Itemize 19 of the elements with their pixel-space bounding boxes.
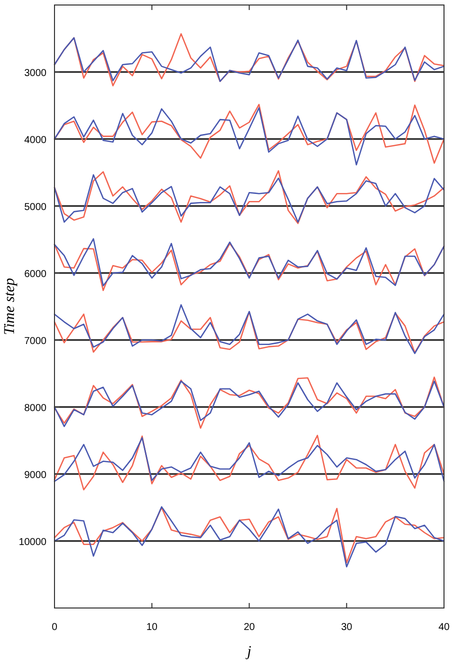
x-tick-label: 30: [341, 622, 353, 633]
x-tick-label: 20: [244, 622, 256, 633]
y-tick-label: 5000: [24, 202, 47, 213]
y-tick-label: 10000: [18, 537, 47, 548]
y-tick-label: 7000: [24, 336, 47, 347]
line-series: [54, 304, 445, 354]
x-tick-label: 40: [438, 622, 450, 633]
x-tick-label: 10: [146, 622, 158, 633]
y-axis-title: Time step: [2, 277, 18, 336]
y-tick-label: 3000: [24, 68, 47, 79]
y-tick-label: 8000: [24, 403, 47, 414]
line-series: [54, 434, 445, 490]
y-tick-label: 9000: [24, 470, 47, 481]
y-tick-label: 6000: [24, 269, 47, 280]
x-tick-label: 0: [52, 622, 58, 633]
line-series: [54, 311, 445, 354]
y-tick-label: 4000: [24, 135, 47, 146]
x-axis-title: j: [245, 644, 252, 660]
line-series: [54, 437, 445, 482]
